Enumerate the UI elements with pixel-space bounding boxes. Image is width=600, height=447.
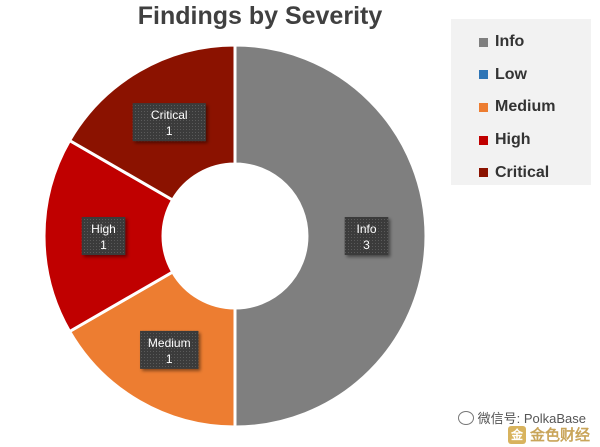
data-label-value: 3 — [363, 238, 370, 252]
data-label-high: High 1 — [81, 217, 126, 255]
legend-item-info: Info — [451, 26, 591, 59]
data-label-name: High — [91, 222, 116, 236]
watermark-wechat: 微信号: PolkaBase — [457, 408, 586, 427]
data-label-info: Info 3 — [344, 217, 389, 255]
legend-item-critical: Critical — [451, 156, 591, 189]
legend-swatch-info — [479, 37, 488, 47]
data-label-name: Medium — [148, 336, 191, 350]
legend-swatch-low — [479, 70, 488, 80]
data-label-critical: Critical 1 — [132, 103, 206, 142]
brand-logo-icon: 金 — [507, 425, 526, 444]
data-label-box — [81, 217, 126, 255]
watermark-brand: 金 金色财经 — [507, 424, 590, 445]
legend-item-high: High — [451, 124, 591, 157]
data-label-box — [344, 217, 389, 255]
data-label-medium: Medium 1 — [140, 330, 199, 369]
data-label-name: Info — [356, 222, 376, 236]
slice-info — [233, 43, 428, 429]
legend: Info Low Medium High Critical — [451, 19, 591, 185]
legend-label-high: High — [495, 131, 531, 149]
legend-swatch-critical — [479, 168, 488, 178]
legend-label-critical: Critical — [495, 163, 550, 181]
wechat-icon — [457, 410, 474, 425]
data-label-name: Critical — [151, 108, 188, 122]
legend-label-info: Info — [495, 33, 525, 51]
legend-swatch-medium — [479, 102, 488, 112]
data-label-value: 1 — [166, 352, 173, 366]
chart-title: Findings by Severity — [137, 2, 383, 30]
legend-item-medium: Medium — [451, 91, 591, 124]
data-label-box — [132, 103, 206, 142]
legend-label-low: Low — [495, 65, 527, 83]
data-label-box — [140, 330, 199, 369]
legend-label-medium: Medium — [495, 98, 556, 116]
watermark-text: 微信号: PolkaBase — [477, 411, 586, 426]
data-label-value: 1 — [100, 238, 107, 252]
legend-item-low: Low — [451, 59, 591, 92]
brand-text: 金色财经 — [529, 427, 590, 444]
data-label-value: 1 — [166, 124, 173, 138]
legend-swatch-high — [479, 135, 488, 145]
